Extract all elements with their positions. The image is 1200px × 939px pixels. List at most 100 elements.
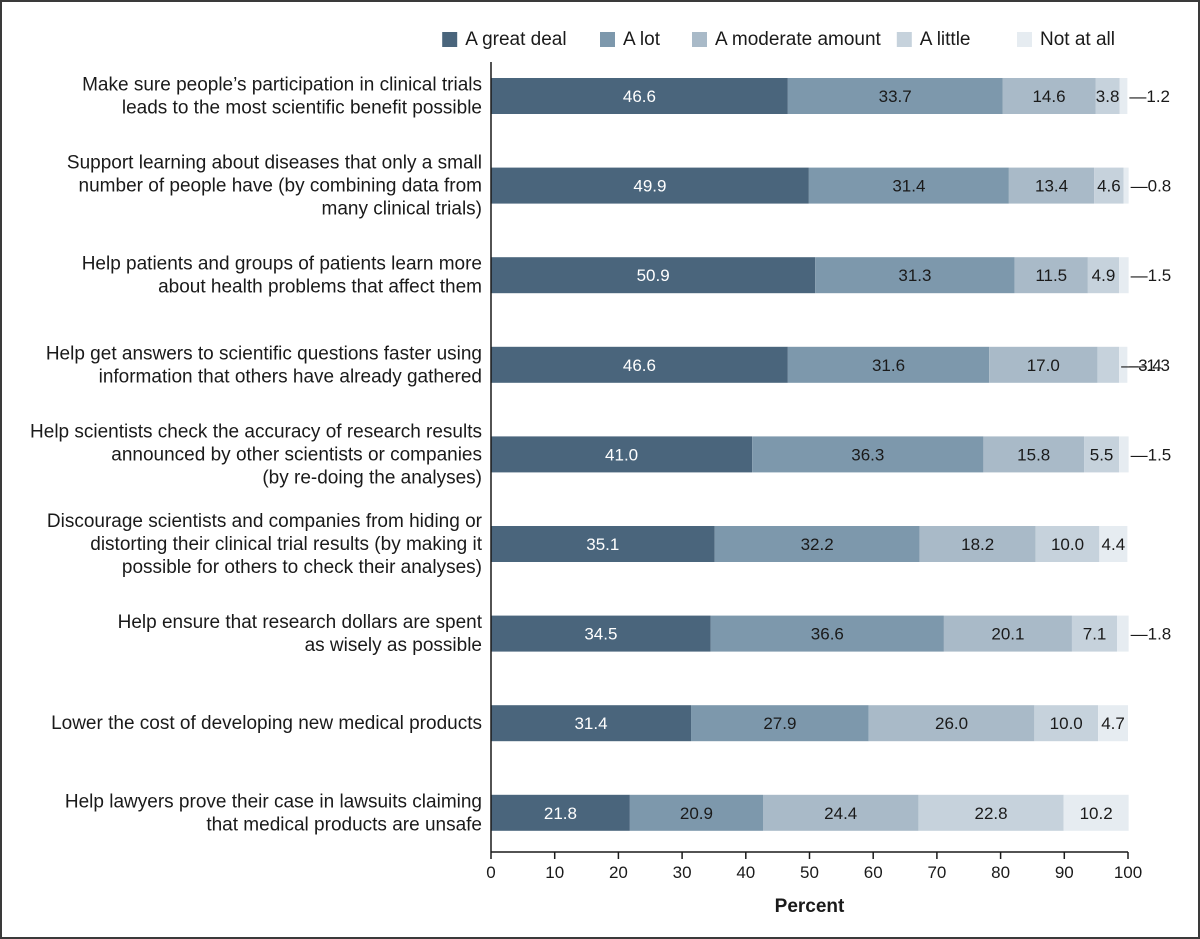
legend-swatch — [692, 32, 707, 47]
legend: A great deal A lot A moderate amount A litt… — [442, 29, 1115, 50]
value-label-outside: —1.2 — [1129, 87, 1170, 106]
bar-segment — [1008, 167, 1095, 204]
category-label-line: that medical products are unsafe — [206, 814, 482, 835]
x-tick-label: 30 — [673, 863, 692, 882]
bar-segment — [1119, 78, 1128, 114]
bar-segment — [1035, 526, 1100, 562]
value-label: 50.9 — [637, 266, 670, 285]
category-label-line: Help lawyers prove their case in lawsuit… — [65, 791, 482, 812]
bar-segment — [989, 346, 1098, 383]
value-label: 5.5 — [1090, 445, 1114, 464]
x-tick-label: 10 — [545, 863, 564, 882]
bar-segment — [691, 705, 869, 742]
bar-segment — [491, 436, 753, 473]
legend-label: A moderate amount — [715, 29, 882, 50]
category-label: Make sure people’s participation in clin… — [82, 75, 482, 119]
category-label: Help lawyers prove their case in lawsuit… — [65, 791, 482, 835]
value-label: 31.4 — [892, 177, 925, 196]
legend-label: Not at all — [1040, 29, 1115, 50]
bar-segment — [491, 78, 788, 114]
value-label: 14.6 — [1032, 87, 1065, 106]
category-label-line: as wisely as possible — [305, 635, 482, 656]
x-tick-label: 40 — [736, 863, 755, 882]
bar-segment — [1098, 705, 1128, 742]
bar-segment — [983, 436, 1085, 473]
x-tick-label: 70 — [927, 863, 946, 882]
bar-segment — [491, 705, 692, 742]
legend-swatch — [1017, 32, 1032, 47]
value-label-outside: —1.5 — [1131, 266, 1172, 285]
value-label: 32.2 — [801, 535, 834, 554]
value-label-outside: —1.8 — [1131, 625, 1172, 644]
bar-segment — [918, 794, 1064, 831]
value-label-outside: —1.3 — [1129, 356, 1170, 375]
category-label-line: Lower the cost of developing new medical… — [51, 713, 482, 734]
value-label-outside: —0.8 — [1131, 177, 1172, 196]
value-label: 21.8 — [544, 804, 577, 823]
category-label: Help patients and groups of patients lea… — [82, 254, 482, 298]
bar-segment — [815, 257, 1015, 294]
bar-segment — [868, 705, 1035, 742]
value-label: 4.9 — [1092, 266, 1116, 285]
category-label-line: Help patients and groups of patients lea… — [82, 254, 482, 275]
category-label-line: (by re-doing the analyses) — [262, 467, 482, 488]
value-label: 4.7 — [1101, 714, 1125, 733]
value-label: 13.4 — [1035, 177, 1068, 196]
bars — [491, 78, 1129, 831]
value-label: 33.7 — [879, 87, 912, 106]
bar-segment — [491, 167, 809, 204]
value-label: 20.1 — [991, 625, 1024, 644]
bar-segment — [491, 794, 630, 831]
bar-segment — [1087, 257, 1120, 294]
legend-swatch — [442, 32, 458, 47]
category-label-line: many clinical trials) — [322, 199, 482, 220]
x-tick-label: 80 — [991, 863, 1010, 882]
value-label: 27.9 — [763, 714, 796, 733]
bar-segment — [629, 794, 763, 831]
value-label: 24.4 — [824, 804, 857, 823]
value-label: 18.2 — [961, 535, 994, 554]
category-label: Help ensure that research dollars are sp… — [118, 612, 483, 656]
value-label: 46.6 — [623, 87, 656, 106]
value-label: 31.4 — [574, 714, 607, 733]
category-label: Support learning about diseases that onl… — [67, 153, 482, 220]
bar-segment — [491, 346, 788, 383]
value-label: 49.9 — [633, 177, 666, 196]
category-label-line: possible for others to check their analy… — [122, 557, 482, 578]
category-label: Help scientists check the accuracy of re… — [30, 421, 482, 488]
category-label: Lower the cost of developing new medical… — [51, 713, 482, 734]
category-label-line: leads to the most scientific benefit pos… — [122, 98, 482, 119]
x-tick-label: 50 — [800, 863, 819, 882]
value-label-outside: —1.5 — [1131, 445, 1172, 464]
value-label: 10.0 — [1051, 535, 1084, 554]
bar-segment — [1094, 167, 1124, 204]
bar-segment — [1119, 436, 1129, 473]
bar-segment — [1084, 436, 1120, 473]
category-label-line: Support learning about diseases that onl… — [67, 153, 482, 174]
category-label: Help get answers to scientific questions… — [46, 343, 482, 387]
value-label: 4.6 — [1097, 177, 1121, 196]
category-label: Discourage scientists and companies from… — [47, 511, 483, 578]
value-label: 7.1 — [1083, 625, 1107, 644]
category-label-line: information that others have already gat… — [99, 366, 482, 387]
value-label: 35.1 — [586, 535, 619, 554]
value-labels: 46.6 33.7 14.6 3.8 —1.2 49.9 31.4 13.4 4.6 —0.8 50… — [544, 87, 1171, 823]
bar-segment — [1034, 705, 1099, 742]
bar-segment — [1095, 78, 1120, 114]
category-label-line: about health problems that affect them — [158, 277, 482, 298]
bar-segment — [1097, 346, 1120, 383]
value-label: 34.5 — [584, 625, 617, 644]
value-label: 36.3 — [851, 445, 884, 464]
legend-label: A great deal — [465, 29, 566, 50]
value-label: 17.0 — [1027, 356, 1060, 375]
category-labels: Make sure people’s participation in clin… — [30, 75, 483, 836]
value-label: 11.5 — [1035, 266, 1067, 285]
legend-swatch — [600, 32, 615, 47]
bar-segment — [752, 436, 984, 473]
value-label: 26.0 — [935, 714, 968, 733]
legend-label: A little — [920, 29, 971, 50]
value-label: 31.6 — [872, 356, 905, 375]
bar-segment — [1063, 794, 1129, 831]
